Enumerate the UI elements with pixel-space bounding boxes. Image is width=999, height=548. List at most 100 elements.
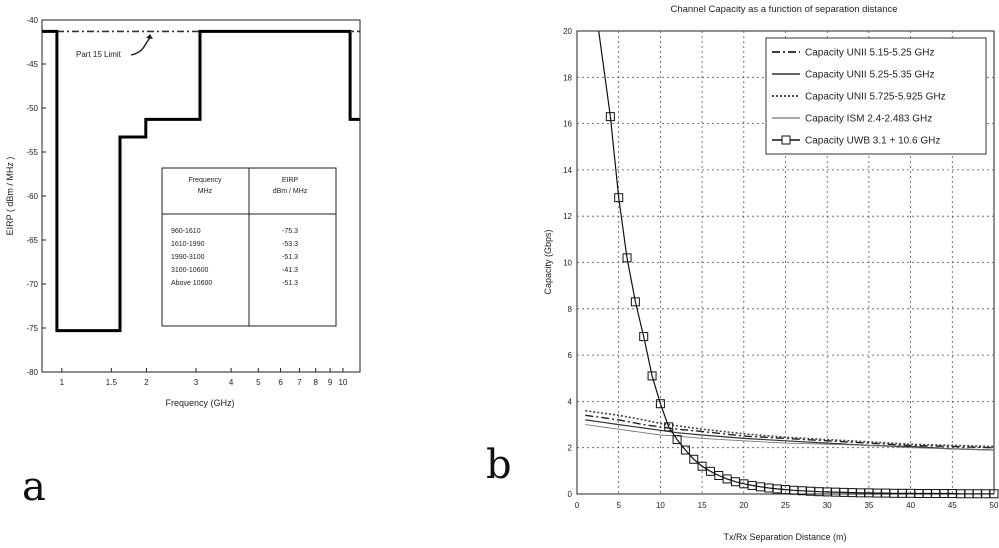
legend-label: Capacity UNII 5.725-5.925 GHz [805,92,946,103]
x-tick-label: 15 [698,501,707,510]
y-tick-label: 20 [563,27,572,36]
y-tick-label: -50 [26,104,38,113]
table-header-frequency: Frequency [188,177,222,184]
x-tick-label: 0 [575,501,580,510]
y-tick-label: -65 [26,236,38,245]
legend-entries: Capacity UNII 5.15-5.25 GHz Capacity UNII… [772,48,946,147]
y-tick-label: 14 [563,166,572,175]
y-tick-label: -80 [26,368,38,377]
table-cell-eirp: -75.3 [282,228,298,235]
series-marker [630,297,640,307]
y-tick-label: -75 [26,324,38,333]
table-cell-eirp: -51.3 [282,280,298,287]
x-tick-label: 40 [906,501,915,510]
table-cell-frequency: 3100-10600 [171,267,208,274]
panel-b-y-ticks: 0 2 4 6 8 10 12 14 16 18 20 [563,27,572,499]
y-tick-label: 6 [568,351,573,360]
panel-b-x-ticks: 0 5 10 15 20 25 30 35 40 45 50 [575,501,999,510]
x-tick-label: 6 [278,378,283,387]
x-tick-label: 30 [823,501,832,510]
table-cell-eirp: -53.3 [282,241,298,248]
series-marker [647,371,657,381]
y-tick-label: 16 [563,120,572,129]
x-tick-label: 3 [194,378,199,387]
legend-label: Capacity UWB 3.1 + 10.6 GHz [805,136,940,147]
series-line-3 [585,424,995,451]
x-tick-label: 20 [739,501,748,510]
panel-b-series-group [585,30,999,499]
eirp-limits-table: Frequency MHz EIRP dBm / MHz 960-1610 -7… [161,167,337,327]
panel-b-label: b [486,442,512,488]
x-tick-label: 10 [338,378,347,387]
y-tick-label: 4 [568,397,573,406]
table-cell-frequency: Above 10600 [171,280,212,287]
y-tick-label: -45 [26,60,38,69]
panel-a-y-ticks: -40 -45 -50 -55 -60 -65 -70 -75 -80 [26,16,46,377]
x-tick-label: 7 [297,378,302,387]
part15-limit-pointer [130,37,151,56]
x-tick-label: 4 [229,378,234,387]
x-tick-label: 50 [990,501,999,510]
x-tick-label: 10 [656,501,665,510]
legend-frame [765,37,987,155]
table-cell-eirp: -51.3 [282,254,298,261]
series-marker [655,399,665,409]
panel-b-grid [577,31,994,494]
series-marker [680,445,690,455]
series-line-2 [585,409,995,448]
table-cell-eirp: -41.3 [282,267,298,274]
y-tick-label: -60 [26,192,38,201]
series-line-uwb-top [598,30,611,117]
x-tick-label: 5 [256,378,261,387]
y-tick-label: 10 [563,259,572,268]
table-cell-frequency: 1990-3100 [171,254,205,261]
legend-label: Capacity UNII 5.25-5.35 GHz [805,70,935,81]
table-header-frequency-unit: MHz [198,188,213,195]
y-tick-label: 12 [563,212,572,221]
panel-a-x-axis-label: Frequency (GHz) [165,398,234,408]
series-marker [697,461,707,471]
x-tick-label: 45 [948,501,957,510]
part15-limit-arrow-head [146,34,153,39]
panel-b-y-axis-label: Capacity (Gbps) [543,229,553,294]
y-tick-label: 8 [568,305,573,314]
series-marker [664,422,674,432]
x-tick-label: 9 [328,378,333,387]
y-tick-label: -55 [26,148,38,157]
series-marker [622,253,632,263]
series-line-1 [585,419,995,451]
x-tick-label: 25 [781,501,790,510]
y-tick-label: 18 [563,73,572,82]
panel-b-title: Channel Capacity as a function of separa… [670,4,897,15]
y-tick-label: -70 [26,280,38,289]
table-header-eirp: EIRP [282,177,299,184]
panel-a-eirp-mask-chart: -40 -45 -50 -55 -60 -65 -70 -75 -80 1 1.5 2 3 4 5 6 7 8 9… [5,16,361,510]
x-tick-label: 8 [313,378,318,387]
part15-limit-label: Part 15 Limit [76,50,122,59]
series-marker [614,193,624,203]
panel-b-legend: Capacity UNII 5.15-5.25 GHz Capacity UNII… [765,37,987,155]
panel-b-x-axis-label: Tx/Rx Separation Distance (m) [723,532,846,542]
table-cell-frequency: 1610-1990 [171,241,205,248]
x-tick-label: 5 [616,501,621,510]
panel-a-y-axis-label: EIRP ( dBm / MHz ) [5,157,15,236]
y-tick-label: 2 [568,444,573,453]
panel-a-label: a [22,464,46,510]
legend-marker [781,135,791,145]
x-tick-label: 35 [864,501,873,510]
panel-b-capacity-chart: Channel Capacity as a function of separa… [486,4,999,542]
table-cell-frequency: 960-1610 [171,228,201,235]
x-tick-label: 1.5 [106,378,118,387]
panel-a-x-ticks: 1 1.5 2 3 4 5 6 7 8 9 10 [60,368,348,387]
x-tick-label: 1 [60,378,65,387]
table-header-eirp-unit: dBm / MHz [273,188,308,195]
emission-mask-line [42,29,360,333]
series-line-0 [585,414,995,449]
legend-label: Capacity ISM 2.4-2.483 GHz [805,114,932,125]
y-tick-label: -40 [26,16,38,25]
series-marker [689,454,699,464]
x-tick-label: 2 [144,378,149,387]
series-marker [639,332,649,342]
legend-label: Capacity UNII 5.15-5.25 GHz [805,48,935,59]
